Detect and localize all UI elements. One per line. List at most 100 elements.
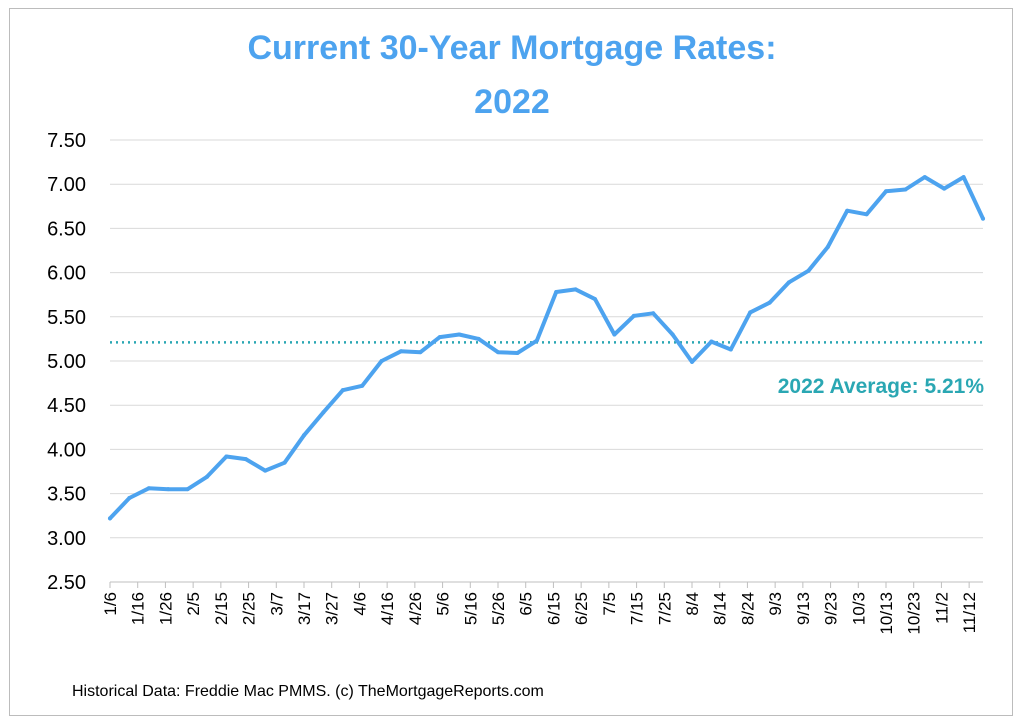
- y-tick-label: 6.50: [47, 218, 86, 240]
- x-tick-label: 4/6: [350, 592, 369, 616]
- x-tick-label: 8/24: [738, 592, 757, 625]
- x-tick-label: 8/4: [683, 592, 702, 616]
- data-point: [845, 208, 850, 213]
- data-point: [360, 383, 365, 388]
- x-tick-label: 10/13: [877, 592, 896, 635]
- data-point: [942, 186, 947, 191]
- x-tick-label: 6/25: [572, 592, 591, 625]
- x-tick-label: 1/6: [101, 592, 120, 616]
- y-tick-label: 5.50: [47, 307, 86, 329]
- data-point: [690, 359, 694, 364]
- data-point: [496, 350, 500, 355]
- y-tick-label: 3.50: [47, 484, 86, 506]
- x-tick-label: 2/25: [240, 592, 259, 625]
- x-tick-label: 2/5: [184, 592, 203, 616]
- x-tick-label: 9/13: [794, 592, 813, 625]
- y-tick-label: 4.00: [47, 439, 86, 461]
- data-point: [243, 457, 248, 462]
- data-point: [631, 313, 636, 318]
- gridlines: [110, 139, 983, 583]
- x-tick-label: 9/3: [766, 592, 785, 616]
- x-tick-label: 3/7: [267, 592, 286, 616]
- chart-title-line-2: 2022: [474, 83, 550, 121]
- x-tick-label: 1/16: [129, 592, 148, 625]
- y-tick-label: 2.50: [47, 572, 86, 594]
- x-tick-label: 8/14: [711, 592, 730, 625]
- series-line: [108, 175, 985, 521]
- x-tick-label: 11/2: [932, 592, 951, 624]
- data-point: [534, 338, 539, 343]
- x-tick-label: 3/17: [295, 592, 314, 625]
- data-point: [981, 216, 985, 221]
- data-point: [224, 454, 229, 459]
- source-note: Historical Data: Freddie Mac PMMS. (c) T…: [72, 683, 544, 700]
- data-point: [205, 474, 209, 479]
- data-point: [670, 332, 675, 337]
- average-label: 2022 Average: 5.21%: [778, 375, 985, 398]
- data-point: [709, 339, 714, 344]
- data-point: [767, 300, 772, 305]
- data-point: [728, 347, 733, 352]
- x-tick-label: 5/26: [489, 592, 508, 625]
- data-point: [399, 349, 403, 354]
- y-tick-label: 7.50: [47, 130, 86, 152]
- data-point: [593, 297, 597, 302]
- data-point: [612, 332, 617, 337]
- data-point: [787, 280, 791, 285]
- data-point: [185, 487, 190, 492]
- data-point: [108, 516, 112, 521]
- x-tick-label: 10/23: [905, 592, 924, 635]
- data-point: [282, 460, 287, 465]
- x-axis-ticks: 1/6 1/16 1/26 2/5 2/15 2/25 3/7 3/17 3/27 4/6 4/16…: [101, 582, 979, 635]
- data-point: [127, 496, 132, 501]
- data-point: [515, 351, 520, 356]
- data-point: [379, 359, 384, 363]
- data-point: [554, 290, 559, 295]
- data-point: [146, 486, 151, 491]
- data-point: [302, 433, 306, 438]
- x-tick-label: 10/3: [849, 592, 868, 625]
- y-tick-label: 6.00: [47, 263, 86, 285]
- x-tick-label: 2/15: [212, 592, 231, 625]
- data-point: [573, 287, 578, 292]
- x-tick-label: 7/15: [628, 592, 647, 625]
- data-point: [961, 175, 966, 180]
- data-point: [825, 244, 830, 249]
- series-layer: [108, 175, 985, 521]
- x-tick-label: 4/26: [406, 592, 425, 625]
- y-tick-label: 4.50: [47, 395, 86, 417]
- y-tick-label: 5.00: [47, 351, 86, 373]
- data-point: [321, 410, 326, 415]
- x-tick-label: 9/23: [822, 592, 841, 625]
- y-axis-ticks: 7.50 7.00 6.50 6.00 5.50 5.00 4.50 4.00 3.50 3.00…: [47, 130, 86, 594]
- x-tick-label: 4/16: [378, 592, 397, 625]
- x-tick-label: 3/27: [323, 592, 342, 625]
- data-point: [748, 310, 753, 315]
- data-point: [340, 388, 345, 393]
- data-point: [884, 189, 888, 194]
- x-tick-label: 11/12: [960, 592, 979, 633]
- x-tick-label: 7/5: [600, 592, 619, 616]
- x-tick-label: 6/5: [517, 592, 536, 616]
- x-tick-label: 5/16: [461, 592, 480, 625]
- data-point: [922, 175, 927, 180]
- data-point: [651, 311, 656, 316]
- y-tick-label: 7.00: [47, 174, 86, 196]
- data-point: [166, 487, 171, 492]
- chart-frame: [9, 8, 1013, 716]
- x-tick-label: 6/15: [544, 592, 563, 625]
- data-point: [903, 187, 908, 192]
- x-tick-label: 1/26: [156, 592, 175, 625]
- data-point: [864, 212, 869, 217]
- data-point: [437, 335, 442, 340]
- data-point: [476, 336, 481, 341]
- data-point: [457, 332, 462, 337]
- x-tick-label: 5/6: [434, 592, 453, 616]
- chart-title-line-1: Current 30-Year Mortgage Rates:: [247, 29, 776, 67]
- x-tick-label: 7/25: [655, 592, 674, 625]
- data-point: [806, 268, 811, 273]
- y-tick-label: 3.00: [47, 528, 86, 550]
- data-point: [418, 350, 423, 355]
- data-point: [263, 468, 268, 473]
